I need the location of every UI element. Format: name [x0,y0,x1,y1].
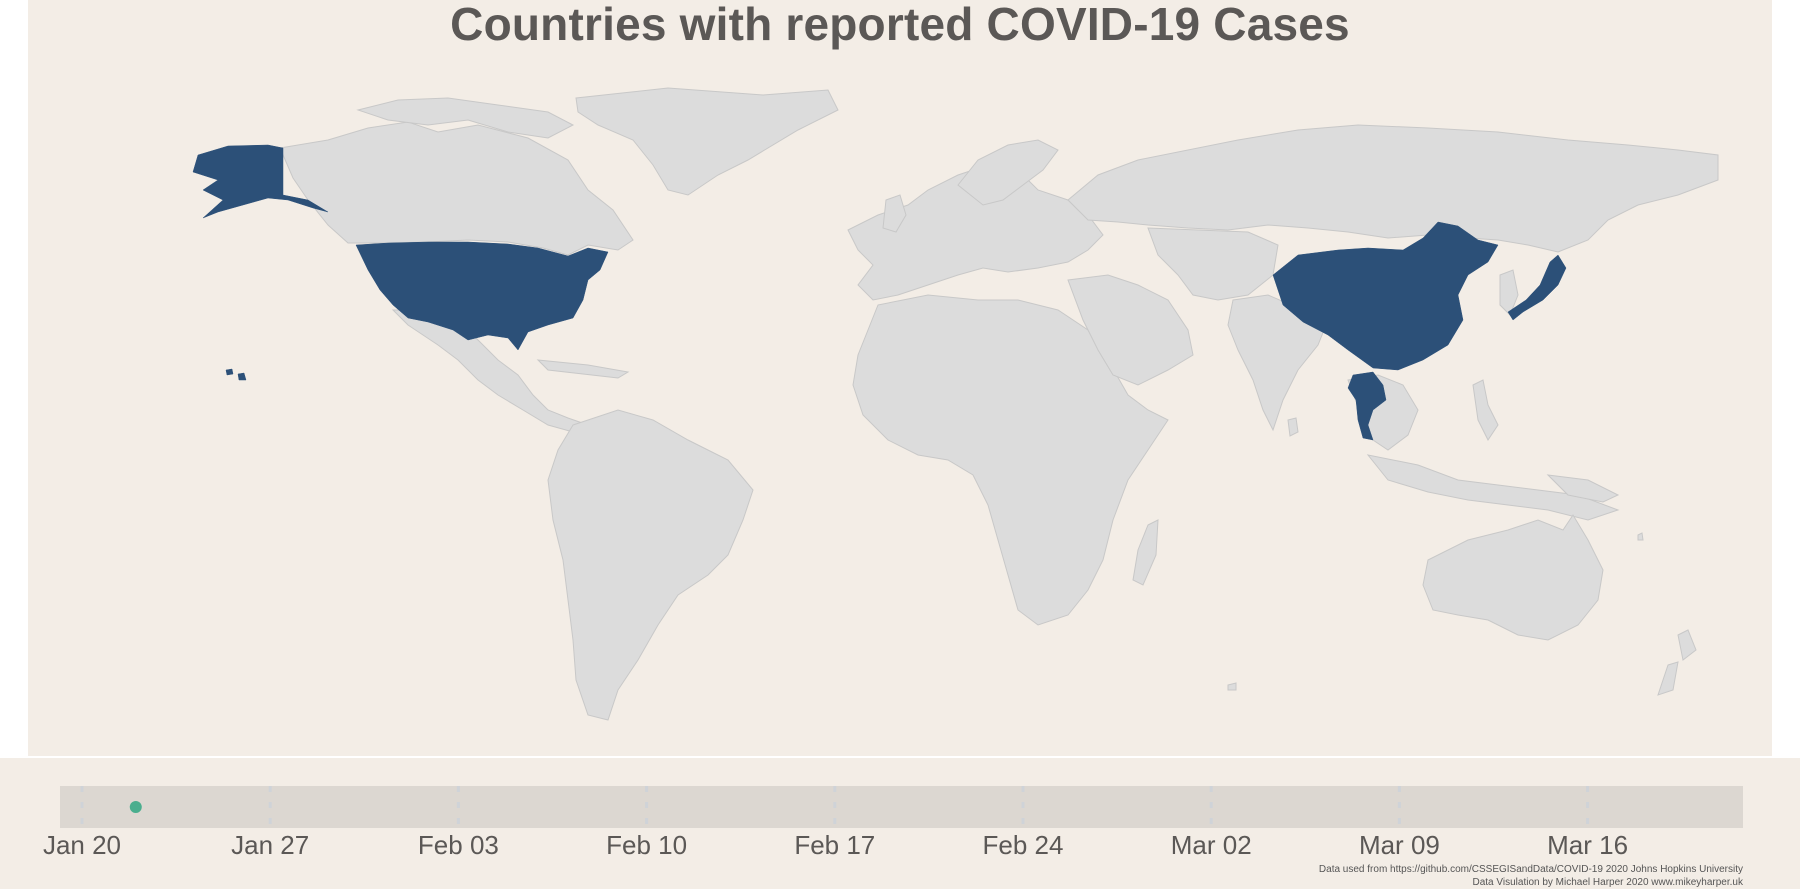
central-asia [1147,227,1279,301]
middle-east [1067,274,1194,386]
continent-africa [852,294,1169,626]
continent-south-america [547,409,754,721]
country-uk [882,194,907,233]
caribbean-islands [536,359,630,379]
land-layer [279,87,1719,721]
country-japan [1507,254,1567,321]
timeline-tick-label: Feb 10 [606,830,687,860]
scandinavia [957,139,1059,206]
timeline-tick-marks [80,786,1590,828]
map-panel: Countries with reported COVID-19 Cases [28,0,1772,756]
timeline-tick-label: Mar 09 [1359,830,1440,860]
country-united-states-alaska [192,144,329,219]
small-islands [1227,532,1644,691]
country-united-states-hawaii [225,368,247,381]
timeline-tick-label: Feb 24 [983,830,1064,860]
papua-new-guinea [1546,474,1620,503]
timeline-tick-label: Mar 16 [1547,830,1628,860]
timeline-panel: Jan 20 Jan 27 Feb 03 Feb 10 Feb 17 Feb 24 Mar … [0,758,1800,889]
country-canada-islands [356,97,575,139]
country-madagascar [1132,519,1159,586]
timeline-tick-label: Mar 02 [1171,830,1252,860]
country-russia [1067,124,1719,253]
timeline-current-date-marker[interactable] [129,801,142,813]
world-map: Countries with reported COVID-19 Cases [192,0,1719,721]
country-united-states [355,241,609,351]
continent-europe [847,164,1104,301]
country-china [1272,221,1499,371]
timeline-tick-labels: Jan 20 Jan 27 Feb 03 Feb 10 Feb 17 Feb 24 Mar … [43,830,1628,860]
country-greenland [575,87,839,196]
data-source-credit: Data used from https://github.com/CSSEGI… [1318,864,1743,875]
timeline-slider[interactable]: Jan 20 Jan 27 Feb 03 Feb 10 Feb 17 Feb 24 Mar … [0,758,1800,889]
reported-countries-layer [192,144,1567,441]
timeline-tick-label: Jan 20 [43,830,121,860]
visualisation-credit: Data Visulation by Michael Harper 2020 w… [1472,877,1743,888]
timeline-tick-label: Jan 27 [231,830,309,860]
timeline-tick-label: Feb 03 [418,830,499,860]
timeline-tick-label: Feb 17 [794,830,875,860]
country-sri-lanka [1287,417,1299,437]
indonesia [1366,454,1620,521]
country-australia [1422,514,1604,641]
country-new-zealand [1657,629,1697,696]
country-canada [279,121,634,256]
credits: Data used from https://github.com/CSSEGI… [1319,863,1743,889]
timeline-track[interactable] [60,786,1743,828]
country-korea [1499,269,1519,316]
philippines [1472,379,1499,441]
country-thailand [1347,371,1387,441]
map-title: Countries with reported COVID-19 Cases [450,0,1350,50]
